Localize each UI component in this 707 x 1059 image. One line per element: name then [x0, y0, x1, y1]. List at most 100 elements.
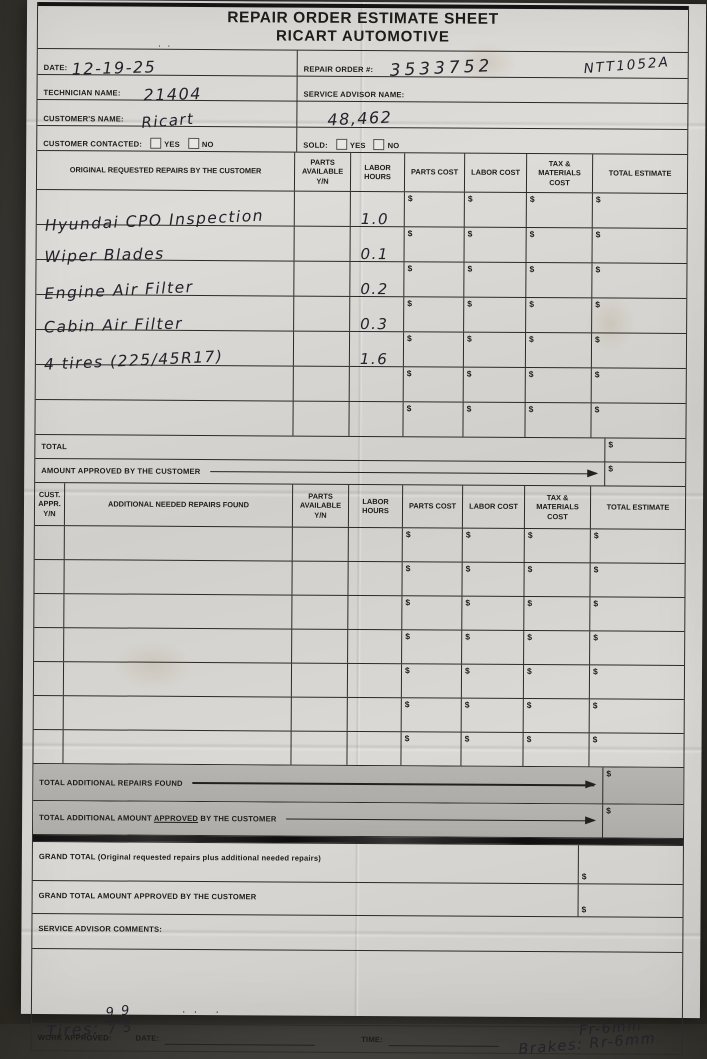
tax-materials-cell: $: [523, 698, 590, 733]
additional-repair-cell: [64, 628, 293, 663]
parts-cost-cell: $: [401, 664, 463, 698]
tax-materials-cell: $: [526, 262, 593, 298]
handwritten-hours: 0.1: [360, 244, 389, 264]
tax-materials-cell: $: [524, 528, 591, 563]
total-estimate-cell: $: [590, 699, 684, 733]
total-label-cell: TOTAL: [35, 434, 606, 462]
total-estimate-cell: $: [590, 631, 684, 665]
repair-description-cell: Wiper Blades: [36, 224, 295, 266]
labor-cost-cell: $: [461, 732, 524, 766]
technician-row: TECHNICIAN NAME: 21404: [37, 74, 297, 105]
total-estimate-cell: $: [592, 263, 686, 298]
table-row: $ $ $ $: [33, 729, 684, 768]
dollar-sign: $: [407, 228, 413, 239]
col-tax-materials: TAX & MATERIALS COST: [524, 485, 592, 529]
dollar-sign: $: [593, 632, 598, 643]
grand-total-approved-row: GRAND TOTAL AMOUNT APPROVED BY THE CUSTO…: [32, 880, 683, 918]
header-right-column: REPAIR ORDER #: 3533752 SERVICE ADVISOR …: [297, 50, 688, 154]
dollar-sign: $: [407, 263, 413, 274]
dollar-sign: $: [407, 193, 413, 204]
labor-cost-cell: $: [461, 698, 524, 732]
dollar-sign: $: [594, 404, 600, 415]
repair-description-cell: [35, 364, 294, 401]
customer-contacted-row: CUSTOMER CONTACTED: YES NO: [37, 126, 296, 152]
dollar-sign: $: [593, 564, 599, 575]
dollar-sign: $: [405, 529, 411, 540]
parts-cost-cell: $: [402, 562, 463, 596]
dollar-sign: $: [606, 768, 612, 779]
sold-no-checkbox: [373, 139, 385, 151]
customer-label: CUSTOMER'S NAME:: [43, 113, 124, 124]
dollar-sign: $: [467, 263, 473, 274]
labor-cost-cell: $: [462, 562, 525, 596]
dollar-sign: $: [529, 264, 535, 275]
dollar-sign: $: [407, 298, 413, 309]
grand-total-approved-label: GRAND TOTAL AMOUNT APPROVED BY THE CUSTO…: [38, 891, 257, 902]
dollar-sign: $: [595, 264, 601, 275]
tax-materials-cell: $: [525, 332, 593, 368]
title-line2: RICART AUTOMOTIVE: [276, 27, 450, 46]
repair-description-cell: Cabin Air Filter: [36, 294, 295, 336]
dollar-sign: $: [404, 665, 410, 676]
dollar-sign: $: [595, 194, 601, 205]
form-title: REPAIR ORDER ESTIMATE SHEET RICART AUTOM…: [38, 6, 688, 52]
dollar-sign: $: [595, 299, 601, 310]
labor-hours-cell: 0.2: [350, 261, 405, 299]
dollar-sign: $: [464, 733, 470, 744]
cust-appr-cell: [33, 661, 65, 696]
dollar-sign: $: [608, 463, 614, 474]
additional-repair-cell: [63, 662, 293, 697]
dollar-sign: $: [581, 871, 587, 882]
total-estimate-cell: $: [590, 563, 684, 597]
parts-cost-cell: $: [401, 698, 462, 732]
dollar-sign: $: [527, 632, 532, 643]
dollar-sign: $: [529, 194, 535, 205]
total-additional-value-cell: $: [603, 767, 683, 803]
cust-appr-cell: [34, 525, 65, 560]
mileage-row: 48,462: [297, 101, 688, 130]
parts-available-cell: [294, 191, 351, 226]
parts-available-cell: [292, 527, 349, 561]
dollar-sign: $: [594, 369, 600, 380]
additional-table-header: CUST. APPR. Y/N ADDITIONAL NEEDED REPAIR…: [34, 482, 686, 530]
work-approved-row: WORK APPROVED: DATE: TIME: Fr-6mm Brakes…: [31, 1017, 682, 1057]
amount-approved-value-cell: $: [605, 462, 685, 485]
sold-yes-checkbox: [335, 138, 347, 150]
service-advisor-label: SERVICE ADVISOR NAME:: [303, 89, 405, 100]
amount-approved-cell: AMOUNT APPROVED BY THE CUSTOMER: [35, 458, 606, 486]
total-estimate-cell: $: [590, 597, 684, 631]
repair-order-label: REPAIR ORDER #:: [303, 64, 374, 74]
parts-cost-cell: $: [402, 630, 463, 664]
total-additional-approved-value-cell: $: [603, 804, 683, 837]
dollar-sign: $: [529, 334, 534, 345]
parts-cost-cell: $: [403, 332, 465, 367]
dollar-sign: $: [465, 631, 470, 642]
col-parts-available: PARTS AVAILABLE Y/N: [292, 484, 350, 527]
col-labor-hours: LABOR HOURS: [350, 152, 406, 192]
label-part: TOTAL ADDITIONAL AMOUNT: [39, 813, 154, 823]
total-additional-repairs-label: TOTAL ADDITIONAL REPAIRS FOUND: [39, 777, 183, 788]
labor-hours-cell: [349, 401, 404, 437]
customer-contacted-no-checkbox: [187, 137, 199, 149]
grand-total-label: GRAND TOTAL (Original requested repairs …: [38, 852, 322, 863]
ink-dots: ·· ·: [181, 1005, 228, 1019]
col-tax-materials: TAX & MATERIALS COST: [526, 153, 594, 193]
cust-appr-cell: [34, 593, 65, 628]
col-labor-cost: LABOR COST: [462, 485, 526, 528]
labor-hours-cell: [347, 731, 402, 766]
service-advisor-row: SERVICE ADVISOR NAME:: [297, 76, 688, 104]
approval-date-label: DATE:: [135, 1033, 160, 1043]
labor-cost-cell: $: [462, 630, 525, 664]
labor-hours-cell: [348, 561, 403, 596]
handwritten-hours: 0.2: [360, 279, 389, 299]
handwritten-hours: 1.6: [359, 349, 389, 369]
total-estimate-cell: $: [592, 333, 686, 368]
approval-date-line: [165, 1031, 316, 1046]
labor-cost-cell: $: [462, 596, 525, 630]
repair-order-row: REPAIR ORDER #: 3533752: [297, 50, 688, 80]
repair-description-cell: [35, 399, 294, 436]
additional-repair-cell: [64, 560, 293, 595]
cust-appr-cell: [33, 695, 64, 730]
dollar-sign: $: [608, 439, 614, 450]
cust-appr-cell: [34, 559, 65, 594]
